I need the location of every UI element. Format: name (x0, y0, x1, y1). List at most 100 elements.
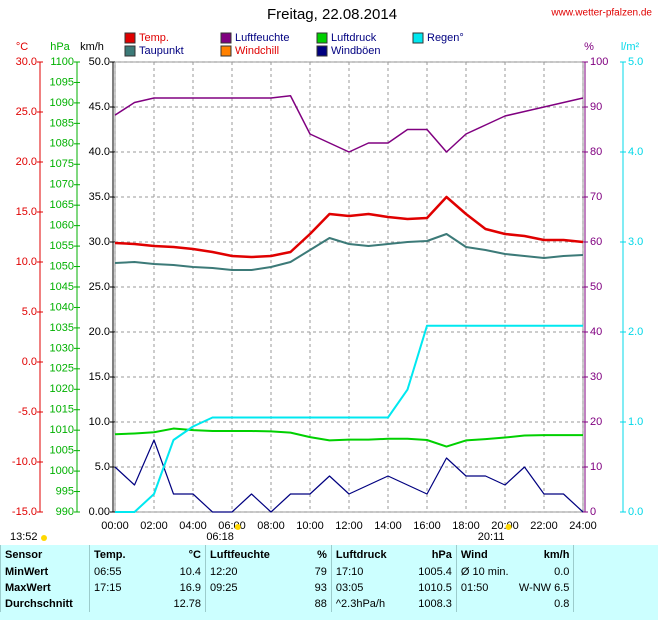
table-cell: Sensor (0, 545, 90, 564)
y-tick-label: 30.0 (16, 56, 37, 68)
stats-table: Sensor Temp. °C Luftfeuchte% Luftdruck hPa Win… (0, 545, 658, 620)
x-tick-label: 04:00 (179, 520, 207, 532)
y-tick-label: 4.0 (628, 146, 643, 158)
y-tick-label: 990 (56, 506, 74, 518)
table-cell: 16.9 (179, 582, 201, 594)
y-tick-label: 45.0 (89, 101, 110, 113)
table-cell: Luftfeuchte (204, 545, 274, 564)
y-tick-label: 1085 (50, 117, 74, 129)
y-tick-label: -15.0 (12, 506, 37, 518)
table-row: MaxWert 17:15 16.9 09:25 93 03:05 1010.5 01:50 W… (0, 580, 583, 596)
y-tick-label: 100 (590, 56, 608, 68)
y-tick-label: 0.0 (628, 506, 643, 518)
axis-title: % (584, 41, 594, 53)
y-tick-label: -5.0 (18, 406, 37, 418)
table-cell: 88 (314, 598, 327, 610)
x-tick-label: 08:00 (257, 520, 285, 532)
series-line (115, 324, 583, 513)
legend-swatch (220, 32, 232, 44)
y-tick-label: 70 (590, 191, 602, 203)
legend-label: Temp. (139, 32, 169, 44)
legend-swatch (220, 45, 232, 57)
y-tick-label: 20 (590, 416, 602, 428)
y-tick-label: 80 (590, 146, 602, 158)
y-tick-label: 10.0 (16, 256, 37, 268)
legend-label: Windchill (235, 45, 279, 57)
y-tick-label: 25.0 (89, 281, 110, 293)
y-tick-label: 25.0 (16, 106, 37, 118)
table-cell: MaxWert (0, 580, 90, 596)
y-tick-label: 2.0 (628, 326, 643, 338)
series-line (114, 427, 583, 448)
x-tick-label: 16:00 (413, 520, 441, 532)
sunrise-label: 06:18 (206, 531, 234, 543)
y-tick-label: 1070 (50, 179, 74, 191)
x-tick-label: 12:00 (335, 520, 363, 532)
table: Sensor Temp. °C Luftfeuchte% Luftdruck hPa Win… (0, 545, 583, 612)
sunset-marker (505, 524, 512, 530)
table-cell (204, 596, 274, 612)
y-tick-label: 50 (590, 281, 602, 293)
table-cell: W-NW 6.5 (518, 582, 570, 594)
y-tick-label: 995 (56, 485, 74, 497)
y-tick-label: 20.0 (16, 156, 37, 168)
y-tick-label: 1050 (50, 260, 74, 272)
table-cell: 03:05 (330, 580, 392, 596)
x-tick-label: 22:00 (530, 520, 558, 532)
legend-label: Luftfeuchte (235, 32, 289, 44)
y-tick-label: 10.0 (89, 416, 110, 428)
table-cell: Wind (455, 545, 515, 564)
y-tick-label: 60 (590, 236, 602, 248)
y-tick-label: 0 (590, 506, 596, 518)
table-cell: 01:50 (455, 580, 515, 596)
table-cell: % (317, 548, 327, 561)
legend-label: Taupunkt (139, 45, 184, 57)
table-cell: Temp. (89, 545, 142, 564)
legend-swatch (316, 32, 328, 44)
x-tick-label: 20:00 (491, 520, 519, 532)
y-tick-label: 1015 (50, 404, 74, 416)
y-tick-label: 0.00 (89, 506, 110, 518)
axis-title: l/m² (621, 41, 640, 53)
y-tick-label: 35.0 (89, 191, 110, 203)
table-cell (455, 596, 515, 612)
y-tick-label: 5.0 (95, 461, 110, 473)
y-tick-label: 1020 (50, 383, 74, 395)
y-tick-label: 0.0 (22, 356, 37, 368)
y-tick-label: 5.0 (628, 56, 643, 68)
y-tick-label: 1040 (50, 301, 74, 313)
y-tick-label: 15.0 (16, 206, 37, 218)
y-tick-label: 1095 (50, 76, 74, 88)
chart: Freitag, 22.08.2014 www.wetter-pfalzen.d… (10, 6, 652, 543)
y-tick-label: 1060 (50, 220, 74, 232)
y-tick-label: 1005 (50, 445, 74, 457)
y-tick-label: 1065 (50, 199, 74, 211)
table-cell: 12.78 (173, 598, 201, 610)
y-tick-label: 1075 (50, 158, 74, 170)
table-cell: hPa (431, 548, 452, 561)
y-tick-label: 5.0 (22, 306, 37, 318)
legend-label: Luftdruck (331, 32, 377, 44)
table-cell (89, 596, 142, 612)
y-tick-label: 1025 (50, 363, 74, 375)
y-tick-label: 50.0 (89, 56, 110, 68)
table-cell: Durchschnitt (0, 596, 90, 612)
legend-label: Windböen (331, 45, 381, 57)
legend-swatch (124, 45, 136, 57)
table-cell: 12:20 (204, 564, 274, 580)
table-cell: 1008.3 (418, 598, 452, 610)
y-tick-label: 90 (590, 101, 602, 113)
axis-title: hPa (50, 41, 70, 53)
table-cell: km/h (543, 548, 570, 561)
y-tick-label: -10.0 (12, 456, 37, 468)
table-cell: 17:15 (89, 580, 142, 596)
y-tick-label: 1030 (50, 342, 74, 354)
series-line (114, 233, 584, 271)
legend-swatch (316, 45, 328, 57)
y-tick-label: 1100 (50, 56, 74, 68)
x-tick-label: 18:00 (452, 520, 480, 532)
y-tick-label: 40.0 (89, 146, 110, 158)
x-tick-label: 10:00 (296, 520, 324, 532)
table-cell: MinWert (0, 564, 90, 580)
